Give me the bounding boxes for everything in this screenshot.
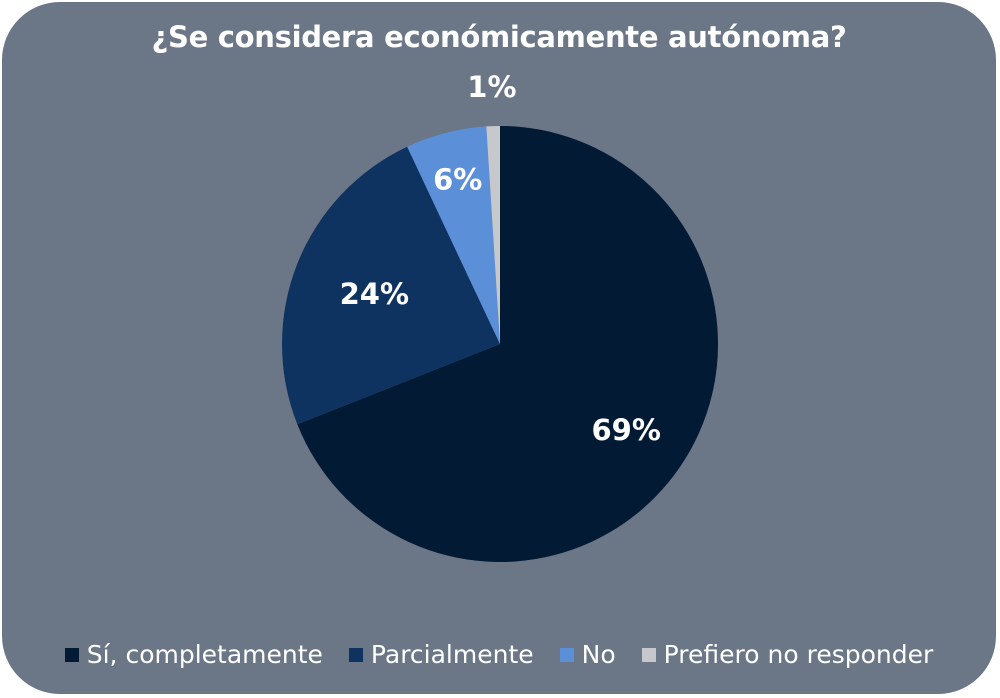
legend-label: No: [581, 640, 616, 669]
data-label-parcialmente: 24%: [340, 277, 409, 311]
legend-label: Parcialmente: [370, 640, 534, 669]
data-label-no: 6%: [433, 162, 482, 196]
legend-item-prefiero-no-responder: Prefiero no responder: [641, 640, 934, 669]
legend-label: Prefiero no responder: [663, 640, 934, 669]
legend-swatch: [559, 647, 574, 662]
data-label-prefiero-no-responder: 1%: [467, 70, 516, 104]
legend: Sí, completamente Parcialmente No Prefie…: [2, 640, 996, 669]
legend-item-no: No: [559, 640, 616, 669]
legend-item-si-completamente: Sí, completamente: [64, 640, 323, 669]
legend-swatch: [64, 647, 79, 662]
slice-si-completamente: [297, 126, 718, 562]
legend-label: Sí, completamente: [86, 640, 323, 669]
slice-no: [407, 126, 500, 344]
data-label-si-completamente: 69%: [592, 413, 661, 447]
legend-swatch: [348, 647, 363, 662]
legend-item-parcialmente: Parcialmente: [348, 640, 534, 669]
slice-parcialmente: [282, 146, 500, 425]
slice-prefiero-no-responder: [486, 126, 500, 344]
legend-swatch: [641, 647, 656, 662]
chart-title: ¿Se considera económicamente autónoma?: [151, 20, 847, 54]
